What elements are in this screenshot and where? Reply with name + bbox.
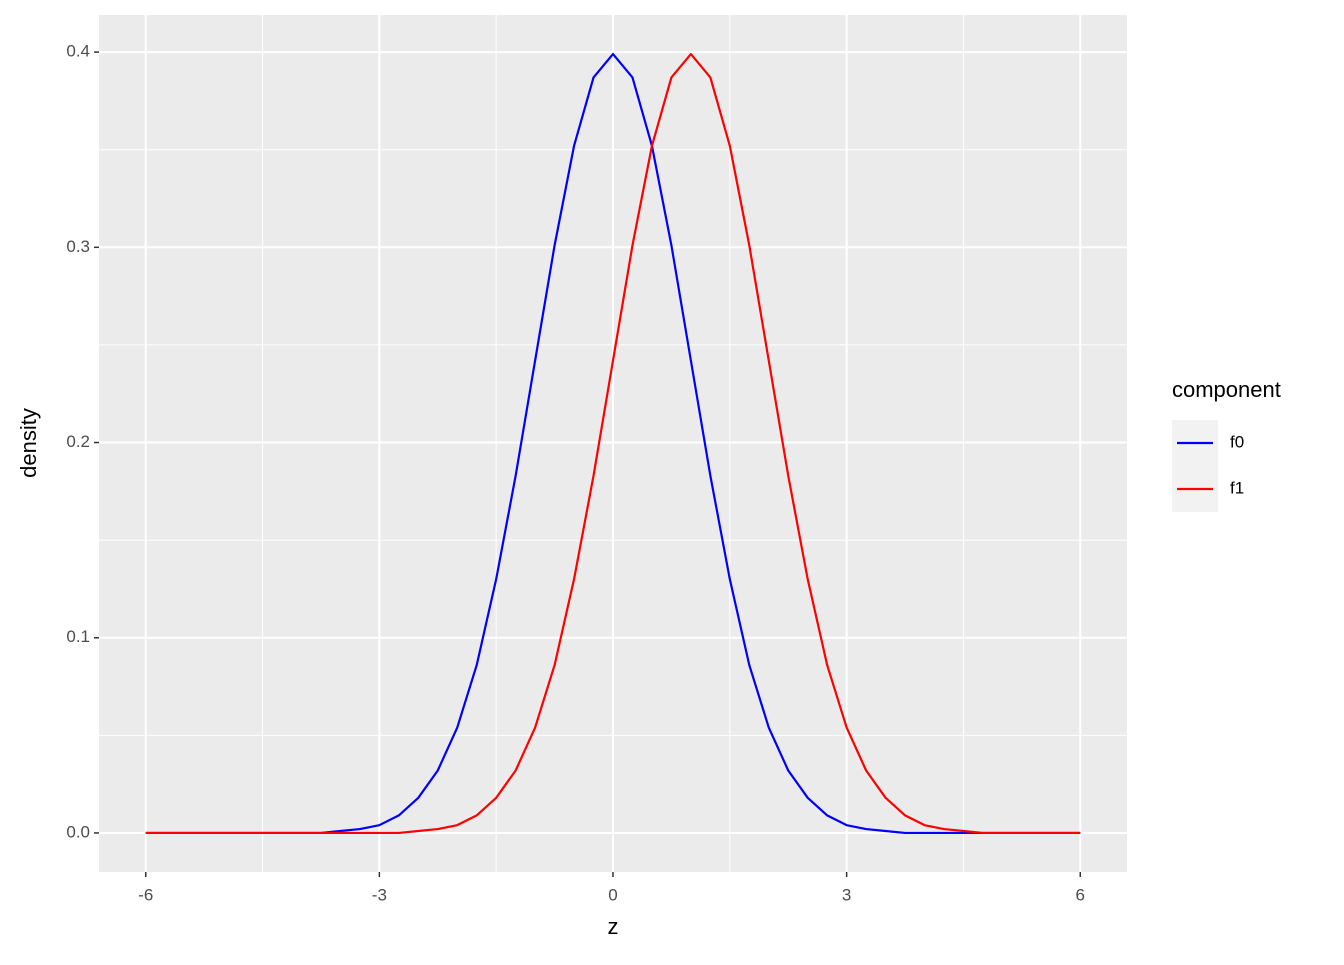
line (145, 52, 1081, 835)
y-tick-label: 0.2 (66, 432, 90, 451)
legend-label: f1 (1230, 478, 1244, 497)
x-tick-label: 0 (608, 885, 617, 904)
x-tick-label: 3 (842, 885, 851, 904)
x-tick-label: -6 (138, 885, 153, 904)
legend-label: f0 (1230, 432, 1244, 451)
x-tick-label: 6 (1076, 885, 1085, 904)
y-tick-label: 0.4 (66, 42, 90, 61)
y-tick-label: 0.1 (66, 627, 90, 646)
y-axis-title: density (16, 408, 41, 478)
x-tick-label: -3 (372, 885, 387, 904)
y-tick-label: 0.0 (66, 822, 90, 841)
y-tick-label: 0.3 (66, 237, 90, 256)
x-axis-title: z (608, 914, 619, 939)
legend-title: component (1172, 377, 1281, 402)
